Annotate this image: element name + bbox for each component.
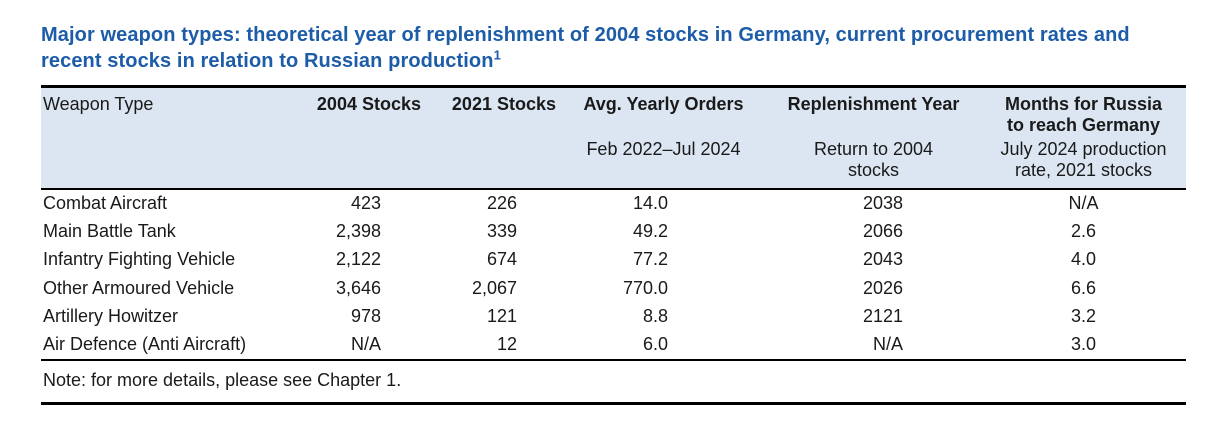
cell-2021-stocks: 674 [486, 249, 517, 270]
table-row: Main Battle Tank 2,398 339 49.2 2066 2.6 [41, 217, 1186, 246]
subheader-row: Feb 2022–Jul 2024 Return to 2004 stocks … [41, 136, 1186, 190]
column-subheader-replenishment-year: Return to 2004 stocks [766, 136, 981, 190]
cell-months-russia: 2.6 [1070, 220, 1097, 241]
column-subheader-2004-stocks [296, 136, 426, 190]
cell-replenishment-year: 2043 [862, 249, 903, 270]
table-row: Artillery Howitzer 978 121 8.8 2121 3.2 [41, 303, 1186, 332]
table-row: Infantry Fighting Vehicle 2,122 674 77.2… [41, 246, 1186, 275]
column-header-replenishment-year: Replenishment Year [766, 85, 981, 137]
cell-weapon-type: Combat Aircraft [43, 192, 168, 213]
column-subheader-avg-yearly-orders-text: Feb 2022–Jul 2024 [586, 138, 741, 159]
cell-2021-stocks: 121 [486, 306, 517, 327]
column-header-months-russia: Months for Russia to reach Germany [981, 85, 1186, 137]
cell-months-russia: 3.0 [1070, 334, 1097, 355]
table-body: Combat Aircraft 423 226 14.0 2038 N/A Ma… [41, 189, 1186, 405]
column-subheader-replenishment-year-text: Return to 2004 stocks [813, 138, 934, 180]
column-subheader-months-russia: July 2024 production rate, 2021 stocks [981, 136, 1186, 190]
cell-2021-stocks: 339 [486, 220, 517, 241]
column-header-months-russia-text: Months for Russia to reach Germany [1004, 94, 1162, 135]
column-header-2021-stocks: 2021 Stocks [426, 85, 561, 137]
cell-weapon-type: Other Armoured Vehicle [43, 277, 235, 298]
column-subheader-weapon-type [41, 136, 296, 190]
cell-replenishment-year: 2038 [862, 192, 903, 213]
cell-months-russia: 3.2 [1070, 306, 1097, 327]
table-title: Major weapon types: theoretical year of … [41, 22, 1171, 74]
cell-2021-stocks: 226 [486, 192, 517, 213]
cell-2021-stocks: 2,067 [471, 277, 517, 298]
column-header-2004-stocks: 2004 Stocks [296, 85, 426, 137]
cell-2004-stocks: 423 [350, 192, 381, 213]
cell-weapon-type: Artillery Howitzer [43, 306, 179, 327]
cell-months-russia: N/A [1068, 192, 1099, 213]
table-header: Weapon Type 2004 Stocks 2021 Stocks Avg.… [41, 85, 1186, 190]
cell-2004-stocks: 2,398 [335, 220, 381, 241]
cell-2004-stocks: N/A [350, 334, 381, 355]
cell-2004-stocks: 3,646 [335, 277, 381, 298]
column-header-weapon-type: Weapon Type [41, 85, 296, 137]
cell-avg-yearly-orders: 77.2 [632, 249, 668, 270]
cell-2004-stocks: 978 [350, 306, 381, 327]
cell-weapon-type: Main Battle Tank [43, 220, 176, 241]
cell-avg-yearly-orders: 49.2 [632, 220, 668, 241]
cell-2021-stocks: 12 [496, 334, 517, 355]
table-note: Note: for more details, please see Chapt… [41, 358, 1186, 405]
cell-replenishment-year: 2066 [862, 220, 903, 241]
column-subheader-2021-stocks [426, 136, 561, 190]
cell-months-russia: 4.0 [1070, 249, 1097, 270]
cell-weapon-type: Infantry Fighting Vehicle [43, 249, 236, 270]
table-row: Other Armoured Vehicle 3,646 2,067 770.0… [41, 274, 1186, 303]
cell-avg-yearly-orders: 770.0 [622, 277, 668, 298]
table-row: Air Defence (Anti Aircraft) N/A 12 6.0 N… [41, 331, 1186, 360]
cell-avg-yearly-orders: 14.0 [632, 192, 668, 213]
cell-avg-yearly-orders: 6.0 [642, 334, 668, 355]
column-subheader-months-russia-text: July 2024 production rate, 2021 stocks [1000, 138, 1167, 180]
table-title-text: Major weapon types: theoretical year of … [41, 24, 1130, 72]
footnote-marker: 1 [493, 47, 501, 63]
cell-replenishment-year: N/A [872, 334, 903, 355]
cell-replenishment-year: 2026 [862, 277, 903, 298]
cell-weapon-type: Air Defence (Anti Aircraft) [43, 334, 247, 355]
column-subheader-avg-yearly-orders: Feb 2022–Jul 2024 [561, 136, 766, 190]
table-row: Combat Aircraft 423 226 14.0 2038 N/A [41, 189, 1186, 218]
cell-2004-stocks: 2,122 [335, 249, 381, 270]
cell-months-russia: 6.6 [1070, 277, 1097, 298]
weapons-table: Weapon Type 2004 Stocks 2021 Stocks Avg.… [41, 85, 1186, 405]
header-row: Weapon Type 2004 Stocks 2021 Stocks Avg.… [41, 85, 1186, 137]
cell-replenishment-year: 2121 [862, 306, 903, 327]
note-row: Note: for more details, please see Chapt… [41, 358, 1186, 405]
column-header-avg-yearly-orders: Avg. Yearly Orders [561, 85, 766, 137]
cell-avg-yearly-orders: 8.8 [642, 306, 668, 327]
